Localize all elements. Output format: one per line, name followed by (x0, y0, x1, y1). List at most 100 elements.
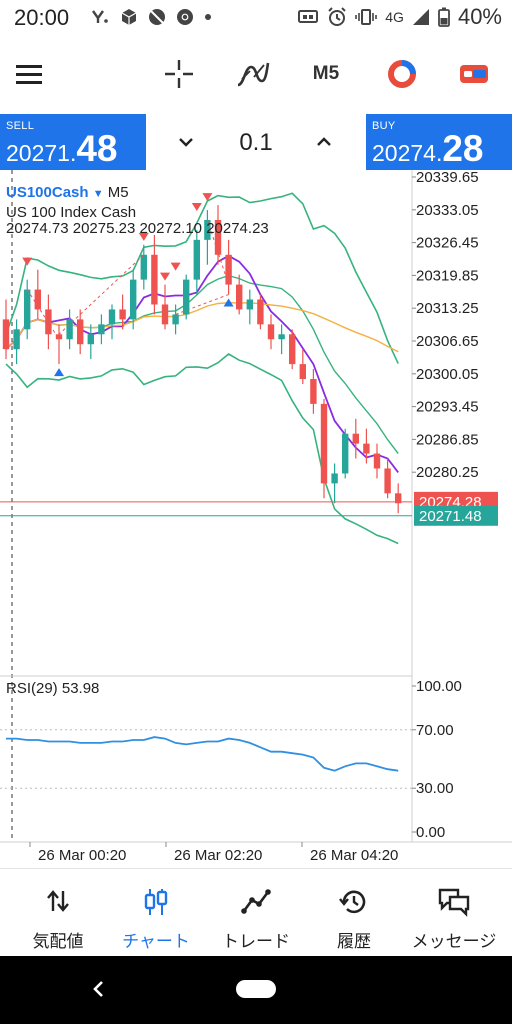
price-tick-label: 20293.45 (416, 399, 479, 416)
buy-button[interactable]: BUY 20274.28 (366, 114, 512, 170)
price-tick-label: 20286.85 (416, 431, 479, 448)
rsi-tick-label: 0.00 (416, 824, 445, 841)
price-tick-label: 20333.05 (416, 202, 479, 219)
candle (395, 493, 402, 504)
buy-label: BUY (372, 120, 396, 132)
nav-trade-label: トレード (222, 932, 290, 951)
nav-history[interactable]: 履歴 (304, 869, 404, 957)
nav-quotes[interactable]: 気配値 (8, 869, 108, 957)
candle (161, 304, 169, 325)
price-lines (0, 501, 412, 517)
system-back-button[interactable] (90, 978, 108, 1005)
bid-price-tag (414, 505, 498, 526)
rsi-panel: 100.00 70.00 30.00 0.00 (0, 678, 462, 841)
time-tick-label: 26 Mar 04:20 (310, 847, 398, 864)
candle (342, 433, 349, 474)
sell-signal-icon (138, 232, 149, 241)
candle (204, 219, 211, 240)
candle (183, 279, 190, 315)
timeframe-button[interactable]: M5 (312, 63, 340, 84)
candle (172, 314, 179, 325)
battery-icon (438, 7, 450, 27)
lot-size[interactable]: 0.1 (239, 129, 273, 156)
chart-symbol[interactable]: US100Cash (6, 184, 89, 201)
candle (299, 364, 306, 380)
lot-increase-button[interactable] (312, 130, 336, 159)
arrows-updown-icon (47, 890, 69, 912)
price-chart[interactable]: 20339.65 20333.05 20326.45 20319.85 20313.25… (0, 170, 512, 868)
candle (55, 334, 63, 340)
candle (363, 443, 370, 454)
toggle-icon (460, 65, 488, 83)
candle (214, 219, 222, 255)
candle (257, 299, 264, 325)
system-home-button[interactable] (236, 980, 276, 998)
candlesticks (2, 205, 402, 514)
system-navigation-bar (0, 956, 512, 1024)
candle (119, 309, 126, 320)
back-chevron-icon (93, 981, 103, 997)
crosshair-button[interactable] (162, 56, 196, 92)
sell-signal-icon (191, 203, 202, 212)
candle (373, 453, 381, 469)
objects-button[interactable] (386, 56, 418, 92)
chevron-down-icon (179, 138, 193, 147)
candle (320, 403, 328, 484)
nav-quotes-label: 気配値 (32, 932, 84, 951)
history-icon (339, 890, 366, 914)
trade-link-line (26, 289, 60, 340)
moving-averages (5, 254, 399, 473)
bollinger-lower (5, 353, 399, 545)
rsi-tick-label: 100.00 (416, 678, 462, 695)
buy-price: 20274.28 (372, 128, 484, 169)
price-tick-label: 20319.85 (416, 267, 479, 284)
candle (310, 379, 317, 404)
chat-icon (438, 888, 470, 917)
candle (151, 254, 158, 305)
candle (352, 433, 359, 444)
sell-button[interactable]: SELL 20271.48 (0, 114, 146, 170)
indicators-button[interactable] (236, 56, 270, 92)
chrome-icon (177, 9, 193, 25)
chevron-up-icon (317, 137, 331, 146)
trade-signals (22, 193, 234, 377)
buy-signal-icon (54, 368, 64, 377)
crosshair-icon (165, 60, 193, 88)
symbol-dropdown-icon[interactable]: ▼ (92, 188, 104, 200)
price-tick-label: 20300.05 (416, 366, 479, 383)
alarm-icon (328, 7, 346, 26)
bollinger-upper (5, 192, 399, 364)
candle (108, 309, 116, 325)
one-click-trading-button[interactable] (458, 56, 490, 92)
nav-messages[interactable]: メッセージ (404, 869, 504, 957)
candle (384, 468, 391, 494)
price-tick-label: 20306.65 (416, 333, 479, 350)
candle (225, 254, 232, 285)
chart-toolbar: M5 (0, 36, 512, 112)
candle (66, 319, 73, 340)
chart-timeframe: M5 (107, 184, 129, 201)
dot-icon (205, 14, 211, 20)
sell-signal-icon (22, 257, 33, 266)
bollinger-bands (5, 192, 399, 545)
lot-decrease-button[interactable] (174, 130, 198, 159)
vibrate-icon (355, 9, 378, 25)
ma-slow-line (5, 301, 399, 353)
candle (289, 334, 296, 365)
menu-button[interactable] (14, 56, 44, 92)
ohlc-values: 20274.73 20275.23 20272.10 20274.23 (6, 220, 269, 237)
nav-chart[interactable]: チャート (106, 869, 206, 957)
blocked-icon (149, 9, 165, 25)
donut-icon (388, 60, 416, 88)
screen-cast-icon (298, 10, 319, 23)
nav-trade[interactable]: トレード (206, 869, 306, 957)
chart-canvas[interactable]: 20339.65 20333.05 20326.45 20319.85 20313.25… (0, 170, 512, 868)
time-axis: 26 Mar 00:20 26 Mar 02:20 26 Mar 04:20 (0, 841, 512, 864)
bottom-navigation: 気配値 チャート トレード 履歴 メッセージ (0, 868, 512, 956)
nav-messages-label: メッセージ (411, 932, 497, 951)
trend-line-icon (241, 889, 271, 914)
candle (193, 239, 200, 280)
sell-signal-icon (202, 193, 213, 202)
candle (34, 289, 41, 310)
candle (267, 324, 275, 340)
